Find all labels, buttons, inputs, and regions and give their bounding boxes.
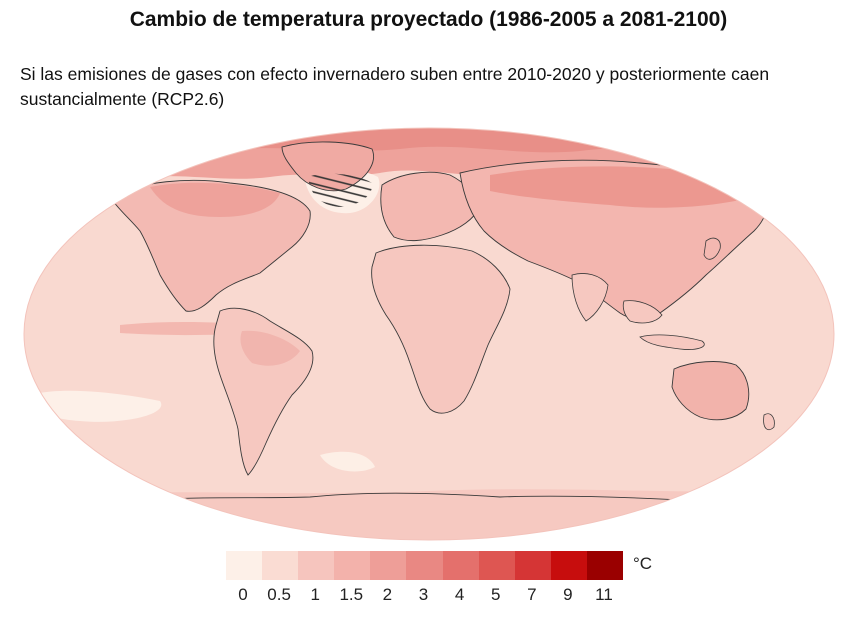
south-atlantic-cool-patch bbox=[320, 451, 375, 472]
legend-swatch bbox=[370, 551, 407, 580]
legend-swatch bbox=[550, 551, 587, 580]
legend-tick-label: 7 bbox=[527, 585, 537, 604]
land-europe bbox=[380, 171, 481, 242]
legend-unit: °C bbox=[633, 554, 653, 573]
legend-ticks: 0 0.5 1 1.5 2 3 4 5 7 9 11 bbox=[226, 585, 646, 609]
legend-tick-label: 3 bbox=[418, 585, 429, 604]
legend-swatch bbox=[586, 551, 624, 580]
land-africa bbox=[371, 244, 511, 414]
world-temperature-map bbox=[20, 125, 838, 543]
page-subtitle: Si las emisiones de gases con efecto inv… bbox=[20, 64, 770, 109]
legend-swatch bbox=[478, 551, 515, 580]
land-southeast-asia bbox=[622, 300, 663, 324]
legend-swatch bbox=[442, 551, 479, 580]
legend-tick-label: 4 bbox=[454, 585, 465, 604]
land-japan bbox=[703, 237, 721, 260]
land-india bbox=[571, 273, 609, 322]
southern-ocean-band bbox=[24, 489, 834, 540]
hatched-region bbox=[308, 173, 373, 207]
globe-edge bbox=[23, 127, 835, 541]
legend-tick-label: 0.5 bbox=[267, 585, 291, 604]
legend-bar bbox=[226, 551, 624, 580]
legend-tick-label: 1 bbox=[310, 585, 320, 604]
legend-tick-label: 0 bbox=[238, 585, 248, 604]
land-new-zealand bbox=[763, 413, 775, 431]
legend-tick-label: 1.5 bbox=[339, 585, 364, 604]
legend-swatch bbox=[514, 551, 551, 580]
legend-swatch bbox=[226, 551, 263, 580]
world-map-svg bbox=[23, 127, 835, 541]
land-north-america bbox=[109, 179, 311, 312]
land-amazon-warm bbox=[240, 330, 300, 366]
legend-tick-label: 11 bbox=[595, 585, 613, 604]
land-canada-warm bbox=[150, 182, 280, 217]
legend-swatch bbox=[406, 551, 443, 580]
page-title: Cambio de temperatura proyectado (1986-2… bbox=[129, 8, 728, 31]
legend-swatch bbox=[334, 551, 371, 580]
color-legend: °C 0 0.5 1 1.5 2 3 4 5 7 9 11 bbox=[226, 551, 652, 604]
south-pacific-cool-patch bbox=[30, 390, 162, 422]
legend-tick-label: 9 bbox=[563, 585, 573, 604]
land-australia bbox=[671, 361, 750, 421]
legend-swatch bbox=[298, 551, 335, 580]
legend-tick-label: 2 bbox=[382, 585, 393, 604]
legend-tick-label: 5 bbox=[490, 585, 501, 604]
legend-swatch bbox=[262, 551, 299, 580]
land-indonesia bbox=[639, 334, 705, 350]
